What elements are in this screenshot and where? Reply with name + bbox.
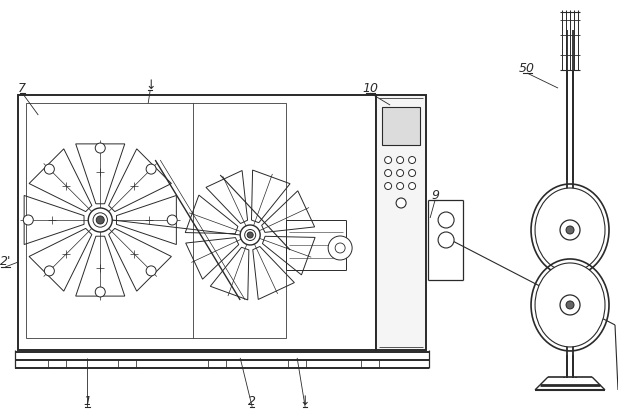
- Circle shape: [566, 226, 574, 234]
- Text: 50: 50: [519, 62, 535, 74]
- Text: 2: 2: [248, 395, 256, 409]
- Text: 2': 2': [0, 256, 11, 268]
- Circle shape: [384, 182, 392, 189]
- Circle shape: [384, 157, 392, 164]
- Circle shape: [167, 215, 177, 225]
- Circle shape: [438, 232, 454, 248]
- Circle shape: [566, 301, 574, 309]
- Circle shape: [384, 169, 392, 176]
- Circle shape: [95, 143, 105, 153]
- Circle shape: [247, 232, 253, 238]
- Circle shape: [328, 236, 352, 260]
- Circle shape: [88, 208, 112, 232]
- Circle shape: [408, 169, 415, 176]
- Circle shape: [23, 215, 33, 225]
- Circle shape: [560, 220, 580, 240]
- Bar: [27, 103, 286, 338]
- Bar: [376, 95, 426, 350]
- Ellipse shape: [535, 263, 605, 347]
- Bar: [19, 95, 376, 350]
- Text: 9: 9: [431, 189, 439, 201]
- Text: ↓: ↓: [145, 79, 156, 92]
- Circle shape: [146, 266, 156, 276]
- Circle shape: [96, 216, 104, 224]
- Circle shape: [408, 182, 415, 189]
- Circle shape: [397, 169, 404, 176]
- Circle shape: [397, 182, 404, 189]
- Bar: [382, 107, 420, 145]
- Circle shape: [44, 266, 54, 276]
- Circle shape: [438, 212, 454, 228]
- Circle shape: [240, 225, 260, 245]
- Circle shape: [95, 287, 105, 297]
- Circle shape: [408, 157, 415, 164]
- Circle shape: [397, 157, 404, 164]
- Text: 10: 10: [362, 81, 378, 95]
- Circle shape: [396, 198, 406, 208]
- Circle shape: [44, 164, 54, 174]
- Circle shape: [560, 295, 580, 315]
- Circle shape: [146, 164, 156, 174]
- Text: ↓: ↓: [300, 395, 310, 409]
- Text: 7: 7: [19, 81, 27, 95]
- Ellipse shape: [535, 188, 605, 272]
- Text: 1: 1: [83, 395, 91, 409]
